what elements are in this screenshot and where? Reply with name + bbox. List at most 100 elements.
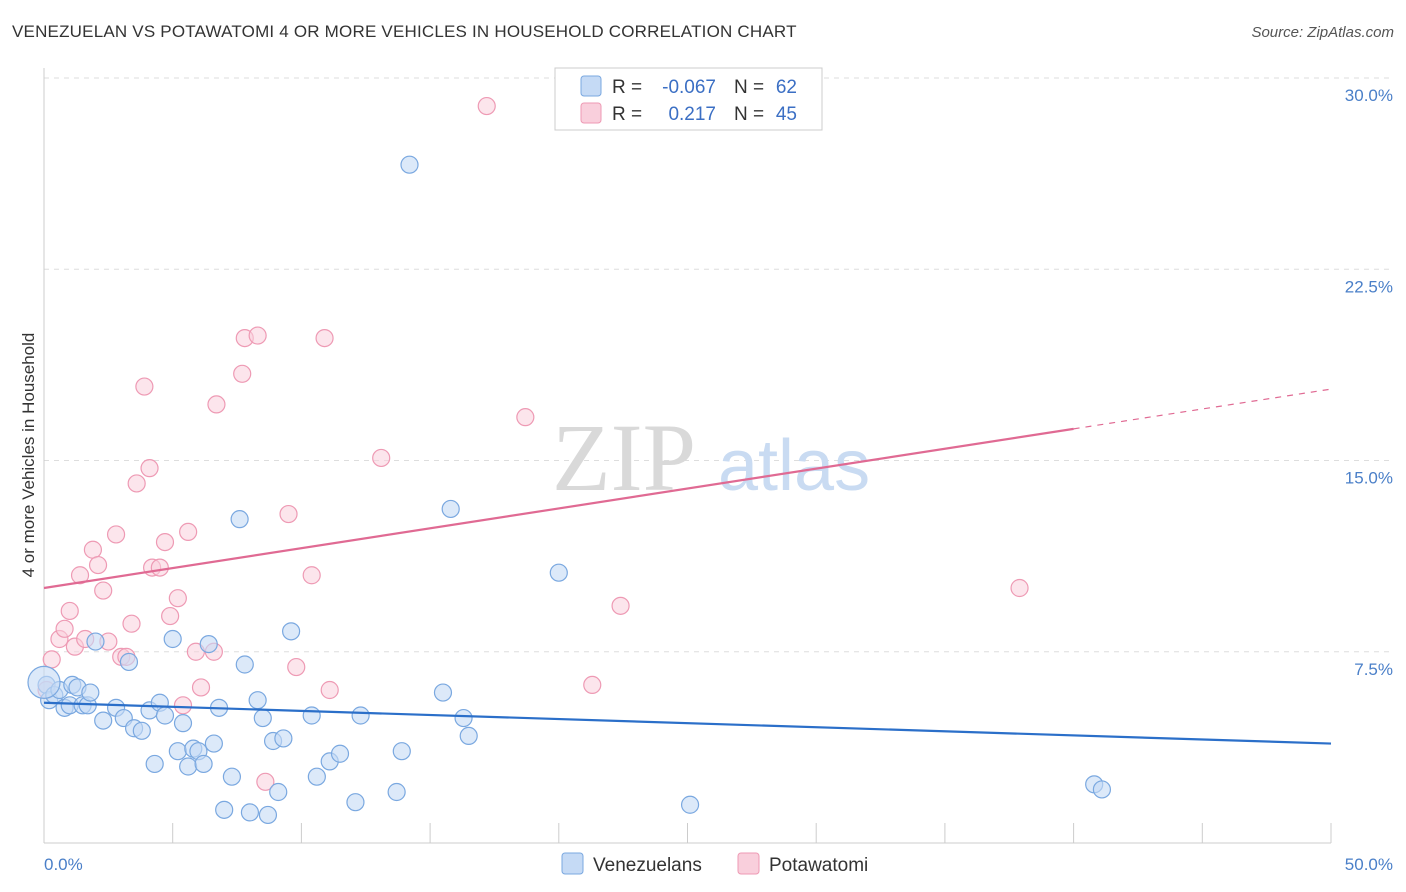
trend-lines	[43, 388, 1332, 745]
legend-r-label: R =	[612, 77, 642, 98]
data-point-venezuelans	[86, 632, 105, 651]
data-point-potawatomi	[477, 96, 496, 116]
data-point-venezuelans	[163, 629, 182, 649]
data-point-potawatomi	[122, 614, 141, 633]
chart-title: VENEZUELAN VS POTAWATOMI 4 OR MORE VEHIC…	[12, 22, 797, 41]
data-point-venezuelans	[1092, 780, 1112, 799]
data-point-potawatomi	[302, 566, 321, 585]
bottom-legend-swatch-venezuelans	[561, 852, 584, 875]
trend-line-potawatomi	[43, 427, 1074, 590]
legend-r-value: -0.067	[662, 77, 716, 98]
legend-r-label: R =	[612, 104, 642, 125]
data-point-potawatomi	[207, 395, 226, 414]
data-point-venezuelans	[179, 757, 198, 776]
data-point-venezuelans	[194, 754, 213, 774]
watermark: ZIP atlas	[552, 404, 870, 511]
data-point-venezuelans	[168, 742, 187, 761]
y-tick-label: 7.5%	[1354, 660, 1393, 679]
y-tick-label: 22.5%	[1345, 277, 1393, 296]
data-point-venezuelans	[269, 782, 288, 802]
legend-swatch-venezuelans	[580, 75, 602, 97]
data-point-venezuelans	[392, 742, 411, 761]
data-point-venezuelans	[459, 726, 478, 746]
data-point-potawatomi	[516, 408, 535, 427]
chart-source: Source: ZipAtlas.com	[1251, 24, 1394, 41]
data-point-potawatomi	[179, 522, 198, 542]
data-point-potawatomi	[94, 581, 113, 600]
data-point-potawatomi	[320, 680, 339, 700]
data-point-potawatomi	[191, 678, 211, 697]
grid-lines	[44, 77, 1392, 653]
data-point-venezuelans	[119, 652, 139, 672]
data-point-potawatomi	[233, 364, 252, 383]
data-point-venezuelans	[441, 499, 460, 519]
data-point-potawatomi	[83, 540, 103, 559]
data-point-potawatomi	[173, 696, 193, 715]
bottom-legend: Venezuelans Potawatomi	[561, 852, 868, 876]
data-point-potawatomi	[248, 326, 267, 345]
data-point-venezuelans	[235, 655, 254, 674]
data-point-venezuelans	[549, 563, 568, 582]
data-point-potawatomi	[256, 772, 275, 791]
data-point-venezuelans	[155, 706, 175, 725]
legend-swatch-potawatomi	[580, 102, 602, 124]
legend-r-value: 0.217	[668, 104, 716, 125]
data-point-venezuelans	[248, 691, 267, 710]
data-point-venezuelans	[307, 767, 326, 786]
data-point-potawatomi	[150, 558, 169, 577]
watermark-atlas: atlas	[718, 426, 870, 506]
data-point-potawatomi	[60, 601, 79, 621]
series-venezuelans	[27, 155, 1112, 825]
data-point-potawatomi	[106, 525, 126, 544]
x-tick-label: 50.0%	[1345, 855, 1393, 874]
data-point-venezuelans	[204, 734, 223, 753]
data-point-venezuelans	[330, 744, 350, 763]
x-tick-label: 0.0%	[44, 855, 83, 874]
data-point-venezuelans	[222, 767, 242, 786]
data-point-potawatomi	[70, 566, 90, 585]
data-point-venezuelans	[145, 754, 164, 774]
data-point-potawatomi	[42, 650, 61, 669]
data-point-venezuelans	[274, 729, 293, 748]
bottom-legend-swatch-potawatomi	[737, 852, 760, 875]
data-point-potawatomi	[127, 474, 146, 493]
bottom-legend-label-venezuelans: Venezuelans	[593, 855, 702, 876]
data-point-venezuelans	[302, 706, 321, 725]
data-point-potawatomi	[287, 657, 306, 677]
y-tick-label: 30.0%	[1345, 86, 1393, 105]
series-potawatomi	[37, 96, 1029, 791]
y-tick-label: 15.0%	[1345, 469, 1393, 488]
legend-n-label: N =	[734, 77, 764, 98]
data-point-venezuelans	[81, 683, 100, 702]
trend-line-potawatomi-extension	[1073, 388, 1332, 430]
data-point-venezuelans	[173, 714, 193, 733]
data-point-venezuelans	[132, 721, 151, 740]
data-point-venezuelans	[215, 800, 234, 819]
data-point-venezuelans	[454, 708, 473, 728]
x-axis-ticks	[43, 823, 1332, 843]
data-point-potawatomi	[161, 606, 180, 626]
data-point-potawatomi	[583, 675, 602, 695]
data-point-venezuelans	[94, 711, 113, 730]
data-point-venezuelans	[351, 706, 370, 725]
data-point-potawatomi	[155, 532, 175, 552]
data-point-venezuelans	[400, 155, 419, 174]
data-point-venezuelans	[240, 803, 260, 822]
data-point-venezuelans	[346, 793, 365, 812]
data-point-potawatomi	[135, 377, 154, 396]
data-point-potawatomi	[1010, 578, 1029, 598]
data-point-venezuelans	[433, 683, 453, 702]
data-point-potawatomi	[88, 555, 108, 575]
data-point-venezuelans	[680, 795, 700, 814]
data-point-potawatomi	[168, 589, 187, 608]
data-point-potawatomi	[315, 329, 334, 348]
legend-n-value: 62	[776, 77, 797, 98]
data-point-venezuelans	[230, 510, 249, 529]
trend-line-venezuelans	[43, 701, 1332, 745]
data-point-potawatomi	[611, 596, 630, 615]
watermark-zip: ZIP	[552, 404, 696, 511]
data-point-venezuelans	[253, 708, 272, 728]
data-point-potawatomi	[55, 619, 74, 638]
stats-legend: R = -0.067 N = 62 R = 0.217 N = 45	[554, 67, 823, 131]
